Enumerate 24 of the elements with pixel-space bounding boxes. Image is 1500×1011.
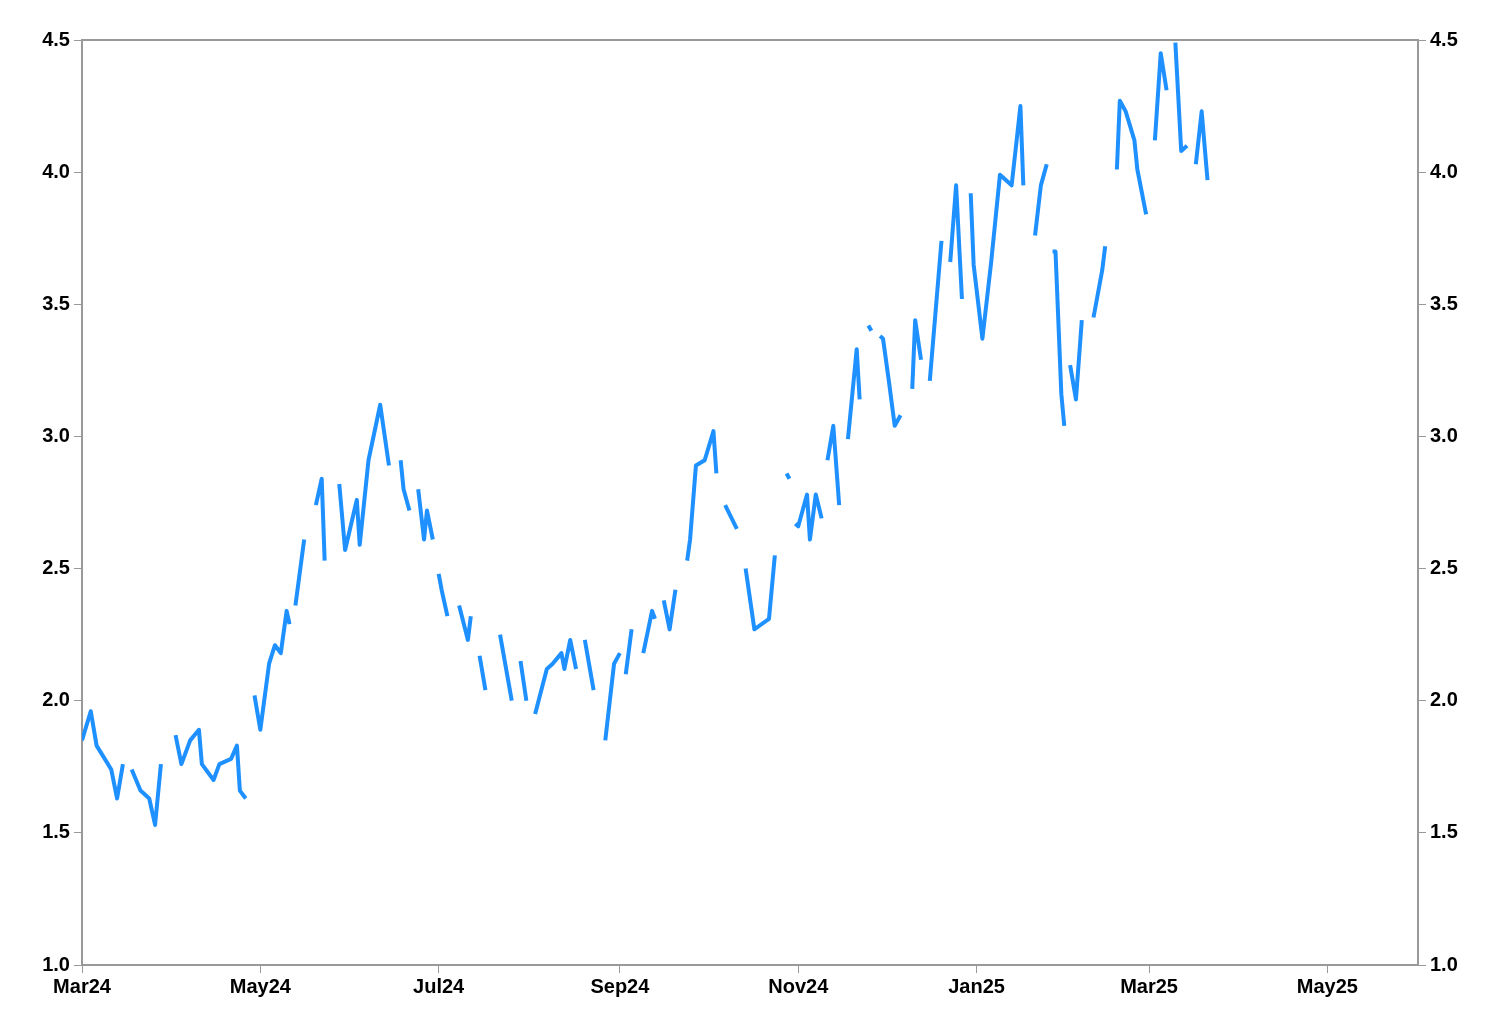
y2-tick-label: 3.0 (1430, 423, 1458, 446)
y2-tick-label: 4.0 (1430, 159, 1458, 182)
x-tick-label: Mar25 (1120, 974, 1178, 997)
y-tick-label: 2.5 (42, 556, 70, 579)
y2-tick-label: 2.0 (1430, 688, 1458, 711)
x-tick-label: May24 (229, 974, 292, 997)
y-tick-label: 4.5 (42, 27, 70, 50)
x-tick-label: May25 (1296, 974, 1358, 997)
y-tick-label: 2.0 (42, 688, 70, 711)
x-tick-label: Jul24 (413, 974, 466, 997)
y-tick-label: 4.0 (42, 159, 70, 182)
y2-tick-label: 3.5 (1430, 291, 1458, 314)
y2-tick-label: 4.5 (1430, 27, 1458, 50)
y-tick-label: 3.5 (42, 291, 70, 314)
x-tick-label: Mar24 (53, 974, 112, 997)
y-tick-label: 3.0 (42, 423, 70, 446)
y2-tick-label: 1.5 (1430, 820, 1458, 843)
y2-tick-label: 1.0 (1430, 952, 1458, 975)
y-tick-label: 1.5 (42, 820, 70, 843)
x-tick-label: Sep24 (590, 974, 651, 997)
x-tick-label: Jan25 (948, 974, 1005, 997)
y2-tick-label: 2.5 (1430, 556, 1458, 579)
y-tick-label: 1.0 (42, 952, 70, 975)
x-tick-label: Nov24 (768, 974, 830, 997)
